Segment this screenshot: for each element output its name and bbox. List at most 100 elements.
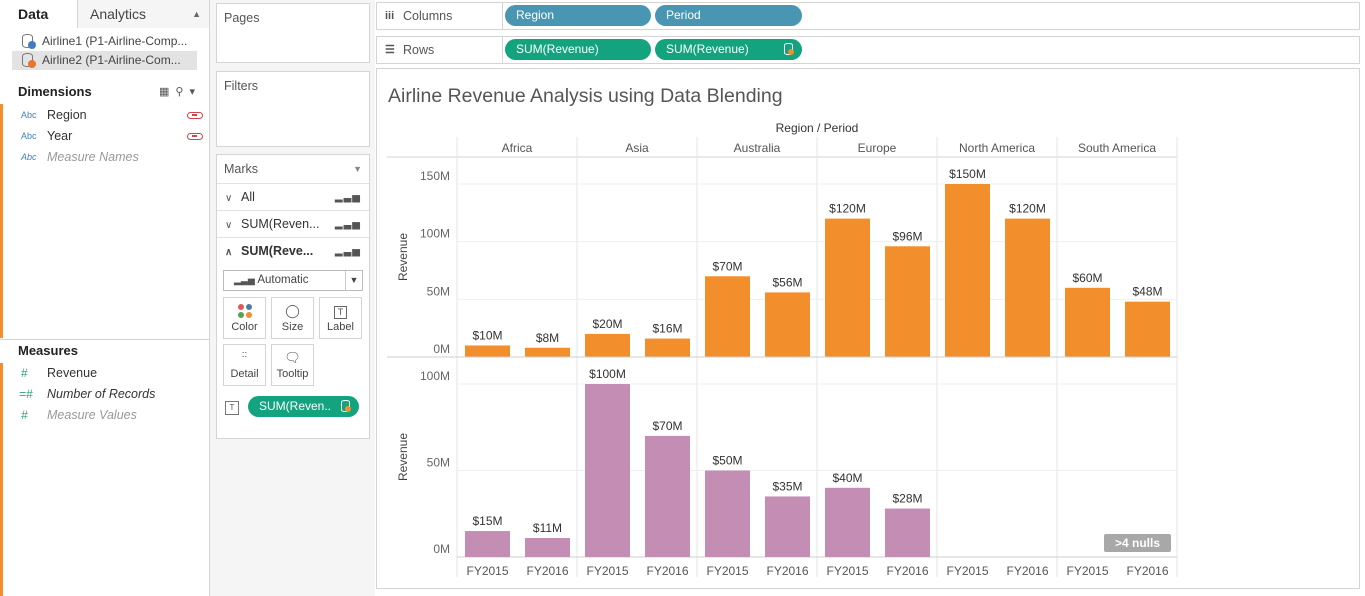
pane-tabs: Data Analytics ▲ [0,0,209,28]
data-source-airline2[interactable]: Airline2 (P1-Airline-Com... [12,51,197,70]
viz-canvas: Airline Revenue Analysis using Data Blen… [376,68,1360,589]
null-indicator-text: >4 nulls [1115,536,1160,550]
data-label: $11M [533,521,562,535]
tab-analytics[interactable]: Analytics ▲ [78,0,209,28]
x-tick-label: FY2015 [946,564,988,578]
pages-card[interactable]: Pages [216,3,370,63]
bar [585,384,630,557]
tab-data[interactable]: Data [0,0,78,28]
label-encoding-pill[interactable]: SUM(Reven.. [248,396,359,417]
field-label: Revenue [47,366,98,380]
data-source-airline1[interactable]: Airline1 (P1-Airline-Comp... [12,32,197,51]
data-label: $70M [652,419,682,433]
bar [765,292,810,357]
bar-mark-icon: ▂▃▅ [334,192,361,203]
label-button[interactable]: T Label [319,297,362,339]
detail-label: Detail [230,368,259,380]
marks-row-label: All [241,190,255,204]
field-label: Year [47,129,73,143]
tab-analytics-label: Analytics [90,6,147,22]
field-number-of-records[interactable]: =# Number of Records [0,384,209,405]
region-header-south-america: South America [1078,141,1156,155]
expand-chevron-icon: ∧ [225,247,233,258]
size-button[interactable]: ◯ Size [271,297,314,339]
columns-pill-region[interactable]: Region [505,5,651,26]
marks-menu-icon[interactable]: ▼ [353,164,362,174]
data-label: $40M [832,471,862,485]
data-source-label: Airline1 (P1-Airline-Comp... [42,34,188,48]
mark-buttons: Color ◯ Size T Label ∶∶ Detail 🗨 Tooltip [223,297,363,386]
y-tick-label: 0M [433,542,450,556]
field-measure-values[interactable]: # Measure Values [0,405,209,426]
columns-pill-period[interactable]: Period [655,5,802,26]
x-tick-label: FY2016 [526,564,568,578]
marks-sum-revenue-2[interactable]: ∧ SUM(Reve... ▂▃▅ [217,237,369,264]
pages-title: Pages [224,11,260,25]
tab-scroll-icon[interactable]: ▲ [192,9,201,19]
cards-pane: Pages Filters Marks ▼ ∨ All ▂▃▅ ∨ SUM(Reve… [210,0,375,596]
field-revenue[interactable]: # Revenue [0,363,209,384]
field-region[interactable]: Abc Region [0,105,209,126]
filters-card[interactable]: Filters [216,71,370,147]
bar [465,345,510,357]
bar [825,487,870,557]
blend-link-icon[interactable] [187,133,203,140]
bar [645,435,690,557]
field-label: Region [47,108,87,122]
bar [465,531,510,557]
marks-all[interactable]: ∨ All ▂▃▅ [217,183,369,210]
bar-mark-icon: ▂▃▅ [334,219,361,230]
bar [1125,301,1170,357]
view-list-icon[interactable]: ▦ [159,86,176,98]
data-label: $20M [592,317,622,331]
data-label: $120M [1009,202,1046,216]
data-source-label: Airline2 (P1-Airline-Com... [42,53,181,67]
columns-shelf-label: iii Columns [377,3,503,29]
tooltip-button[interactable]: 🗨 Tooltip [271,344,314,386]
color-palette-icon [224,303,265,321]
secondary-source-badge-icon [28,60,36,68]
chevron-down-icon[interactable]: ▼ [345,271,362,290]
field-label: Measure Names [47,150,139,164]
bar [525,537,570,557]
rows-pill-sum-revenue-2[interactable]: SUM(Revenue) [655,39,802,60]
field-label: Number of Records [47,387,156,401]
size-label: Size [281,321,304,333]
data-label: $15M [472,514,502,528]
mark-type-select[interactable]: ▂▃▅ Automatic ▼ [223,270,363,291]
region-header-europe: Europe [858,141,897,155]
columns-shelf[interactable]: iii Columns Region Period [376,2,1360,30]
blend-link-icon[interactable] [187,112,203,119]
bar-chart: Region / Period Africa Asia Australia Europe… [387,121,1178,578]
bar-mark-icon: ▂▃▅ [334,246,361,257]
column-header-title: Region / Period [776,121,859,135]
marks-sum-revenue-1[interactable]: ∨ SUM(Reven... ▂▃▅ [217,210,369,237]
search-icon[interactable]: ⚲ [175,86,190,98]
text-label-icon: T [320,303,361,321]
bar [765,496,810,557]
region-header-asia: Asia [625,141,649,155]
bar [885,508,930,557]
dimensions-header: Dimensions ▦⚲▾ [0,81,209,103]
bar [525,347,570,357]
rows-shelf[interactable]: ☰ Rows SUM(Revenue) SUM(Revenue) [376,36,1360,64]
data-label: $48M [1132,285,1162,299]
menu-dropdown-icon[interactable]: ▾ [189,86,201,98]
field-year[interactable]: Abc Year [0,126,209,147]
field-label: Measure Values [47,408,137,422]
rows-pill-sum-revenue-1[interactable]: SUM(Revenue) [505,39,651,60]
detail-button[interactable]: ∶∶ Detail [223,344,266,386]
color-button[interactable]: Color [223,297,266,339]
label-encoding-icon: T [225,401,239,415]
y-tick-label: 150M [420,169,450,183]
field-measure-names[interactable]: Abc Measure Names [0,147,209,168]
bar [885,246,930,357]
bar [705,470,750,557]
x-tick-label: FY2016 [646,564,688,578]
data-label: $120M [829,202,866,216]
data-label: $10M [472,328,502,342]
y-tick-label: 100M [420,369,450,383]
data-label: $28M [892,492,922,506]
calculated-number-type-icon: =# [19,387,33,401]
x-tick-label: FY2015 [826,564,868,578]
